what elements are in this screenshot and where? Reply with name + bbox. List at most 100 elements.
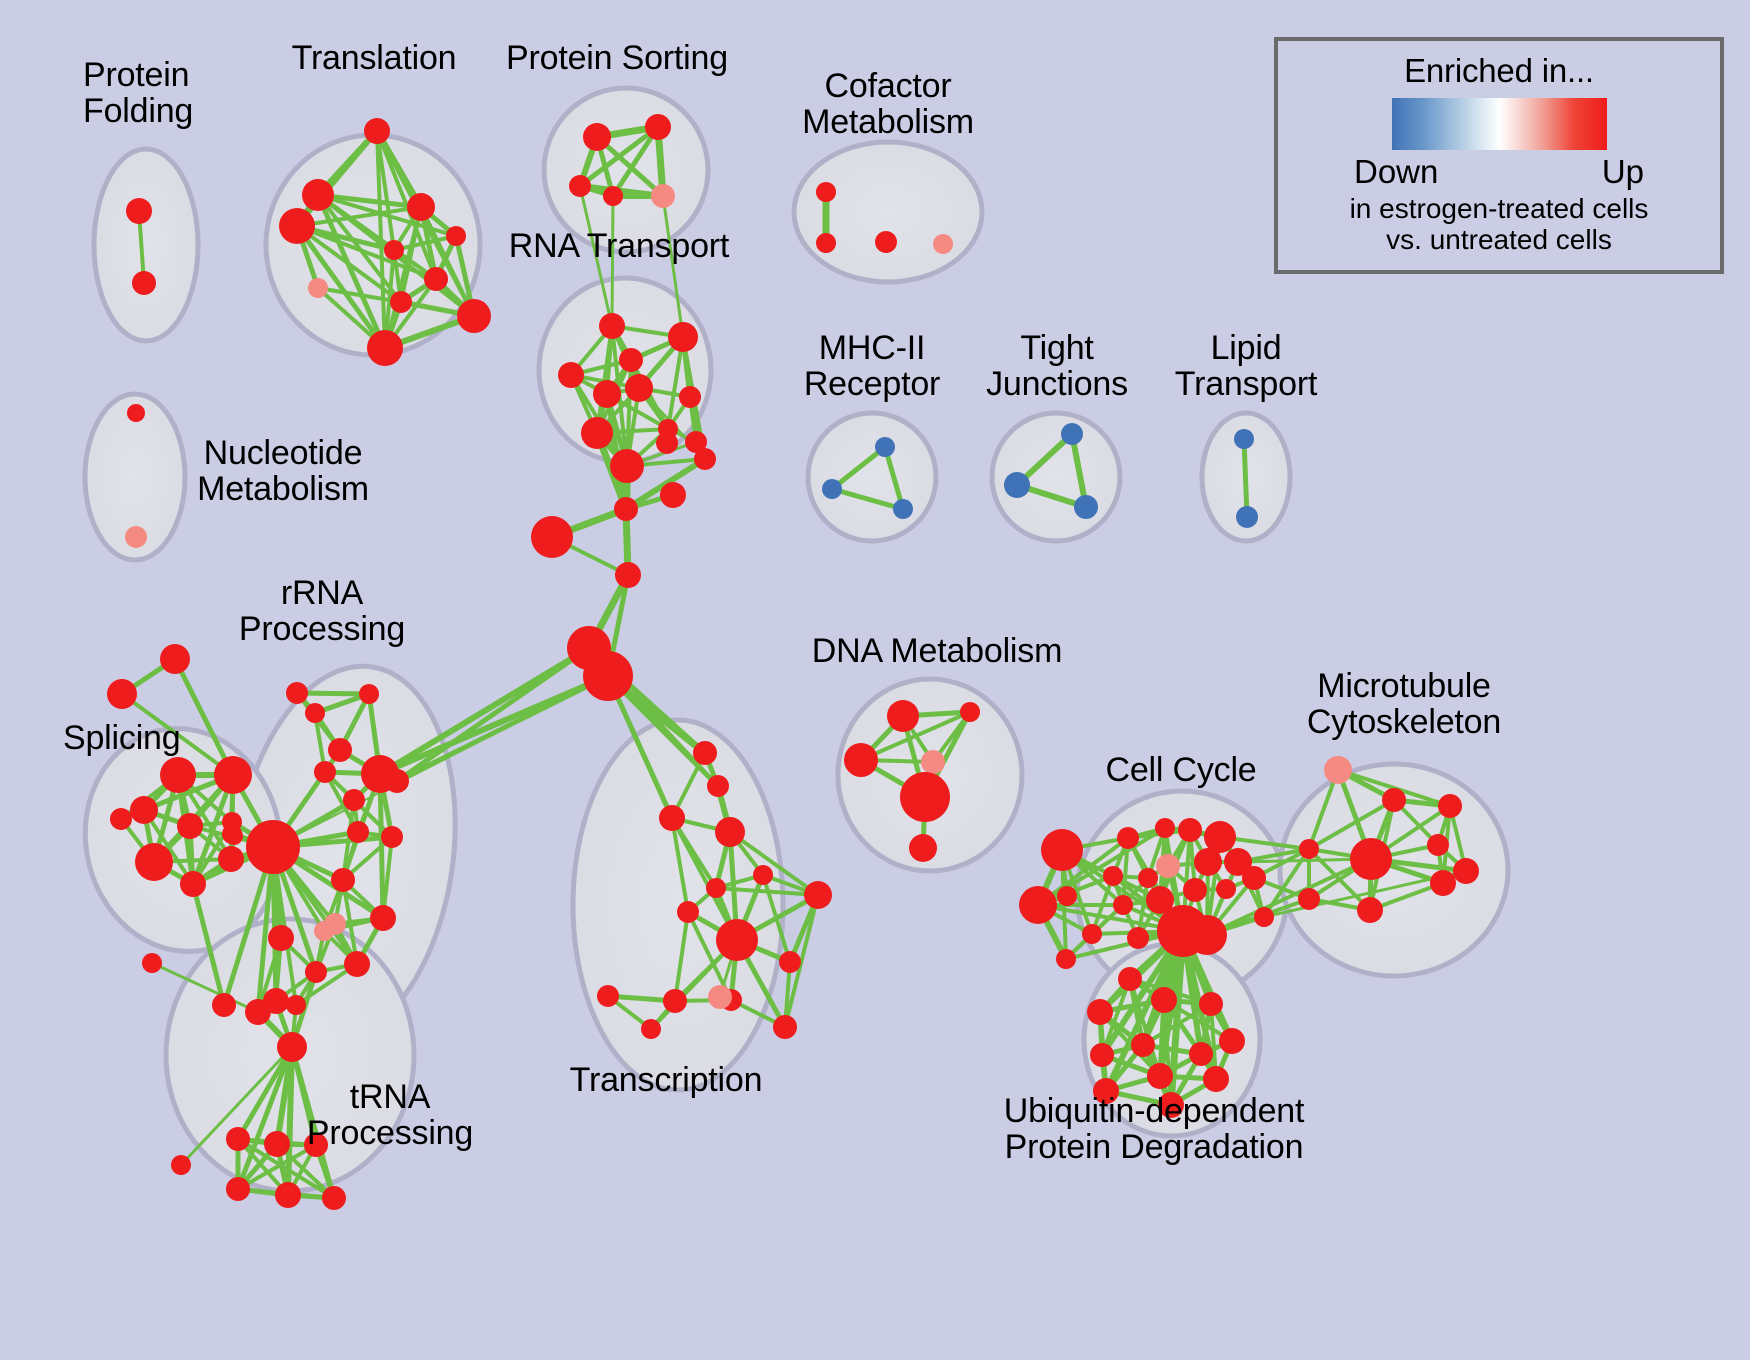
network-node[interactable] [1199,992,1223,1016]
network-node[interactable] [693,741,717,765]
network-node[interactable] [264,1131,290,1157]
network-node[interactable] [314,761,336,783]
network-node[interactable] [694,448,716,470]
network-node[interactable] [1156,854,1180,878]
network-node[interactable] [304,1133,328,1157]
network-node[interactable] [331,868,355,892]
network-node[interactable] [1234,429,1254,449]
network-node[interactable] [1117,827,1139,849]
network-node[interactable] [660,482,686,508]
network-node[interactable] [1427,834,1449,856]
network-node[interactable] [1004,472,1030,498]
network-node[interactable] [1147,1063,1173,1089]
network-node[interactable] [328,738,352,762]
network-node[interactable] [407,193,435,221]
network-node[interactable] [1350,838,1392,880]
network-node[interactable] [816,182,836,202]
network-node[interactable] [909,834,937,862]
network-node[interactable] [424,267,448,291]
network-node[interactable] [715,817,745,847]
network-node[interactable] [226,1177,250,1201]
network-node[interactable] [677,901,699,923]
network-node[interactable] [305,961,327,983]
network-node[interactable] [1242,866,1266,890]
network-node[interactable] [1127,927,1149,949]
network-node[interactable] [779,951,801,973]
network-node[interactable] [1113,895,1133,915]
network-node[interactable] [679,386,701,408]
network-node[interactable] [1138,868,1158,888]
network-node[interactable] [302,179,334,211]
network-node[interactable] [110,808,132,830]
network-node[interactable] [286,682,308,704]
network-node[interactable] [135,843,173,881]
network-node[interactable] [614,497,638,521]
network-node[interactable] [531,516,573,558]
network-node[interactable] [214,756,252,794]
network-node[interactable] [1299,839,1319,859]
network-node[interactable] [960,702,980,722]
network-node[interactable] [1187,915,1227,955]
network-node[interactable] [933,234,953,254]
network-node[interactable] [1298,888,1320,910]
network-node[interactable] [625,374,653,402]
network-node[interactable] [314,921,334,941]
network-node[interactable] [275,1182,301,1208]
network-node[interactable] [127,404,145,422]
network-node[interactable] [773,1015,797,1039]
network-node[interactable] [180,871,206,897]
network-node[interactable] [1056,949,1076,969]
network-node[interactable] [641,1019,661,1039]
network-node[interactable] [707,775,729,797]
network-node[interactable] [308,278,328,298]
network-node[interactable] [603,186,623,206]
network-node[interactable] [875,437,895,457]
network-node[interactable] [581,417,613,449]
network-node[interactable] [597,985,619,1007]
network-node[interactable] [708,985,732,1009]
network-node[interactable] [347,821,369,843]
network-node[interactable] [1189,1042,1213,1066]
network-node[interactable] [381,826,403,848]
network-node[interactable] [1087,999,1113,1025]
network-node[interactable] [1057,886,1077,906]
network-node[interactable] [658,433,678,453]
network-node[interactable] [1194,848,1222,876]
network-node[interactable] [457,299,491,333]
network-node[interactable] [1236,506,1258,528]
network-node[interactable] [277,1032,307,1062]
network-node[interactable] [663,989,687,1013]
network-node[interactable] [1183,878,1207,902]
network-node[interactable] [558,362,584,388]
network-node[interactable] [107,679,137,709]
network-node[interactable] [367,330,403,366]
network-node[interactable] [142,953,162,973]
network-node[interactable] [160,757,196,793]
network-node[interactable] [716,919,758,961]
network-node[interactable] [359,684,379,704]
network-node[interactable] [1158,1092,1184,1118]
network-node[interactable] [1041,829,1083,871]
network-node[interactable] [1438,794,1462,818]
network-node[interactable] [1178,818,1202,842]
network-node[interactable] [1430,870,1456,896]
network-node[interactable] [619,348,643,372]
network-node[interactable] [900,772,950,822]
network-node[interactable] [264,850,288,874]
network-node[interactable] [610,449,644,483]
network-node[interactable] [593,380,621,408]
network-node[interactable] [446,226,466,246]
network-node[interactable] [160,644,190,674]
network-node[interactable] [132,271,156,295]
network-node[interactable] [286,995,306,1015]
network-node[interactable] [822,479,842,499]
network-node[interactable] [668,322,698,352]
network-node[interactable] [921,750,945,774]
network-node[interactable] [322,1186,346,1210]
network-node[interactable] [343,789,365,811]
network-node[interactable] [651,184,675,208]
network-node[interactable] [384,240,404,260]
network-node[interactable] [305,703,325,723]
network-node[interactable] [599,313,625,339]
network-node[interactable] [659,805,685,831]
